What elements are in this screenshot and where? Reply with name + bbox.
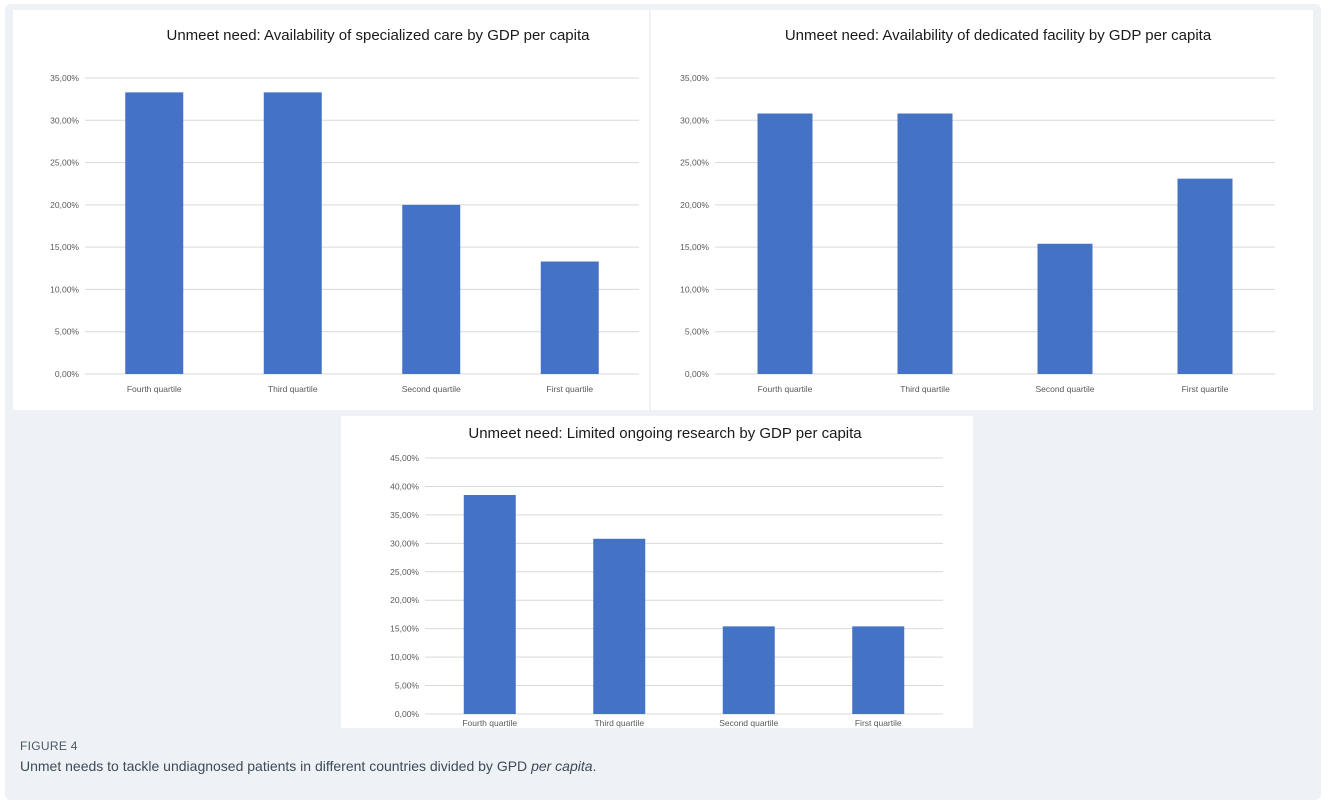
chart-specialized-care: Unmeet need: Availability of specialized… [13, 10, 649, 410]
bar [540, 261, 599, 374]
category-label: Fourth quartile [758, 384, 813, 394]
category-label: First quartile [546, 384, 593, 394]
y-tick-label: 25,00% [390, 567, 419, 577]
category-label: Third quartile [268, 384, 318, 394]
y-tick-label: 20,00% [680, 200, 709, 210]
bar [463, 494, 516, 714]
category-label: First quartile [1182, 384, 1229, 394]
y-tick-label: 0,00% [395, 709, 420, 719]
y-tick-label: 10,00% [680, 284, 709, 294]
chart-title: Unmeet need: Limited ongoing research by… [468, 425, 862, 442]
chart-svg-specialized-care: Unmeet need: Availability of specialized… [50, 27, 639, 394]
bar [593, 538, 646, 714]
figure-panel: Unmeet need: Availability of specialized… [5, 4, 1321, 800]
bar [125, 92, 184, 375]
y-tick-label: 0,00% [685, 369, 710, 379]
chart-dedicated-facility: Unmeet need: Availability of dedicated f… [651, 10, 1313, 410]
category-label: Second quartile [719, 718, 778, 728]
category-label: Second quartile [402, 384, 461, 394]
y-tick-label: 15,00% [50, 242, 79, 252]
y-tick-label: 20,00% [390, 595, 419, 605]
bar [757, 113, 813, 375]
y-tick-label: 10,00% [50, 284, 79, 294]
y-tick-label: 35,00% [390, 510, 419, 520]
bar [1177, 178, 1233, 374]
caption-italic: per capita [531, 758, 593, 774]
y-tick-label: 5,00% [395, 681, 420, 691]
category-label: Second quartile [1035, 384, 1094, 394]
category-label: Fourth quartile [127, 384, 182, 394]
y-tick-label: 15,00% [680, 242, 709, 252]
y-tick-label: 5,00% [55, 327, 80, 337]
y-tick-label: 30,00% [50, 115, 79, 125]
y-tick-label: 0,00% [55, 369, 80, 379]
chart-svg-dedicated-facility: Unmeet need: Availability of dedicated f… [680, 27, 1275, 394]
chart-ongoing-research: Unmeet need: Limited ongoing research by… [341, 416, 973, 728]
category-label: Fourth quartile [462, 718, 517, 728]
bar [852, 626, 905, 714]
y-tick-label: 35,00% [50, 73, 79, 83]
y-tick-label: 30,00% [680, 115, 709, 125]
bar [897, 113, 953, 375]
caption-end: . [592, 758, 597, 774]
y-tick-label: 10,00% [390, 652, 419, 662]
chart-title: Unmeet need: Availability of dedicated f… [785, 27, 1212, 44]
y-tick-label: 40,00% [390, 481, 419, 491]
category-label: Third quartile [594, 718, 644, 728]
bar [402, 204, 461, 374]
category-label: Third quartile [900, 384, 950, 394]
bar [263, 92, 322, 375]
category-label: First quartile [855, 718, 902, 728]
bar [722, 626, 775, 714]
y-tick-label: 45,00% [390, 453, 419, 463]
y-tick-label: 20,00% [50, 200, 79, 210]
caption-text: Unmet needs to tackle undiagnosed patien… [20, 758, 532, 774]
figure-label: FIGURE 4 [20, 739, 78, 753]
chart-title: Unmeet need: Availability of specialized… [166, 27, 590, 44]
y-tick-label: 5,00% [685, 327, 710, 337]
y-tick-label: 15,00% [390, 624, 419, 634]
chart-svg-ongoing-research: Unmeet need: Limited ongoing research by… [390, 425, 943, 728]
y-tick-label: 25,00% [50, 158, 79, 168]
y-tick-label: 35,00% [680, 73, 709, 83]
y-tick-label: 25,00% [680, 158, 709, 168]
y-tick-label: 30,00% [390, 538, 419, 548]
bar [1037, 243, 1093, 374]
figure-caption: Unmet needs to tackle undiagnosed patien… [20, 758, 596, 774]
